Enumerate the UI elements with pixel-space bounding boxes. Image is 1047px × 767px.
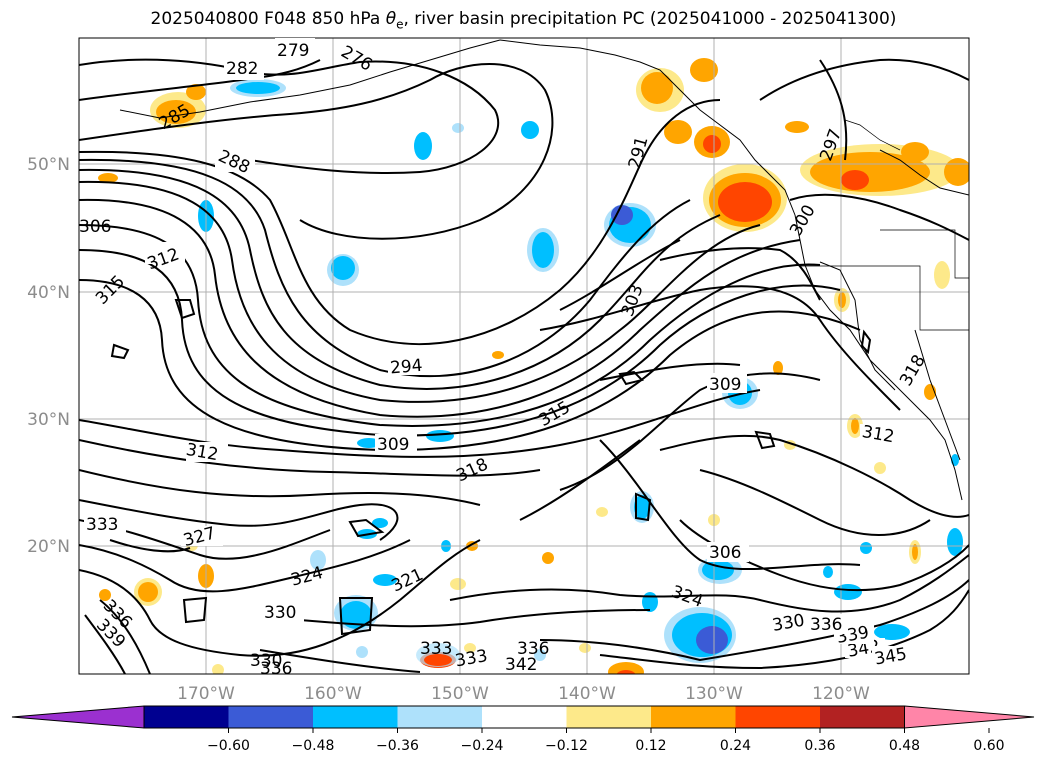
colorbar-tick-label: 0.12 xyxy=(635,738,666,754)
theta-e-contours xyxy=(79,58,969,674)
precip-anomaly-fills xyxy=(98,58,969,674)
theta-subscript: e xyxy=(396,17,404,32)
contour-label: 336 xyxy=(810,615,842,635)
colorbar-tick-label: −0.12 xyxy=(545,738,588,754)
colorbar-segment xyxy=(482,706,567,728)
contour-label: 342 xyxy=(505,655,537,675)
contour-label: 306 xyxy=(79,217,111,237)
longitude-labels: 170°W 160°W 150°W 140°W 130°W 120°W xyxy=(177,684,870,704)
lon-label: 160°W xyxy=(304,684,362,704)
colorbar-tick-label: 0.48 xyxy=(889,738,920,754)
contour-label: 309 xyxy=(377,435,409,455)
colorbar-frame xyxy=(143,705,905,729)
lat-label: 40°N xyxy=(27,283,70,303)
lon-label: 120°W xyxy=(812,684,870,704)
colorbar-tick-label: 0.36 xyxy=(804,738,835,754)
contour-label: 330 xyxy=(250,651,282,671)
title-suffix: , river basin precipitation PC (20250410… xyxy=(403,9,897,29)
title-prefix: 2025040800 F048 850 hPa xyxy=(150,9,386,29)
contour-label: 336 xyxy=(260,659,292,679)
contour-label: 279 xyxy=(277,41,309,61)
contour-label: 309 xyxy=(709,375,741,395)
theta-symbol: θ xyxy=(385,9,397,29)
colorbar-segment xyxy=(566,706,652,728)
colorbar-segment xyxy=(144,706,229,728)
colorbar: −0.60 −0.48 −0.36 −0.24 −0.12 0.12 0.24 0.36 0.4… xyxy=(11,705,1035,754)
colorbar-segment xyxy=(397,706,483,728)
contour-label: 336 xyxy=(517,639,549,659)
contour-label: 333 xyxy=(86,515,118,535)
map-frame xyxy=(78,37,970,675)
lat-label: 50°N xyxy=(27,155,70,175)
lon-label: 150°W xyxy=(431,684,489,704)
contour-label: 294 xyxy=(389,356,423,379)
latitude-labels: 50°N 40°N 30°N 20°N xyxy=(27,155,70,557)
lat-label: 30°N xyxy=(27,410,70,430)
colorbar-extend-high xyxy=(904,705,1035,729)
colorbar-segment xyxy=(228,706,314,728)
colorbar-tick-label: 0.24 xyxy=(720,738,751,754)
map-gridlines xyxy=(79,38,969,674)
colorbar-segment xyxy=(735,706,821,728)
chart-title: 2025040800 F048 850 hPa θe, river basin … xyxy=(0,9,1047,31)
contour-label: 282 xyxy=(226,59,258,79)
contour-label: 306 xyxy=(709,543,741,563)
colorbar-tick-label: 0.60 xyxy=(973,738,1004,754)
colorbar-tick-label: −0.36 xyxy=(376,738,419,754)
lon-label: 170°W xyxy=(177,684,235,704)
colorbar-tick-label: −0.60 xyxy=(207,738,250,754)
map-plot-area xyxy=(79,38,969,674)
colorbar-segment xyxy=(820,706,905,728)
colorbar-tick-label: −0.48 xyxy=(292,738,335,754)
contour-label: 333 xyxy=(420,639,452,659)
lat-label: 20°N xyxy=(27,537,70,557)
contour-label: 330 xyxy=(264,603,296,623)
colorbar-extend-low xyxy=(11,705,145,729)
lon-label: 140°W xyxy=(558,684,616,704)
small-contour-loops xyxy=(110,299,872,636)
colorbar-segment xyxy=(651,706,736,728)
colorbar-segment xyxy=(313,706,398,728)
colorbar-tick-label: −0.24 xyxy=(461,738,504,754)
lon-label: 130°W xyxy=(685,684,743,704)
coastlines xyxy=(119,39,969,501)
